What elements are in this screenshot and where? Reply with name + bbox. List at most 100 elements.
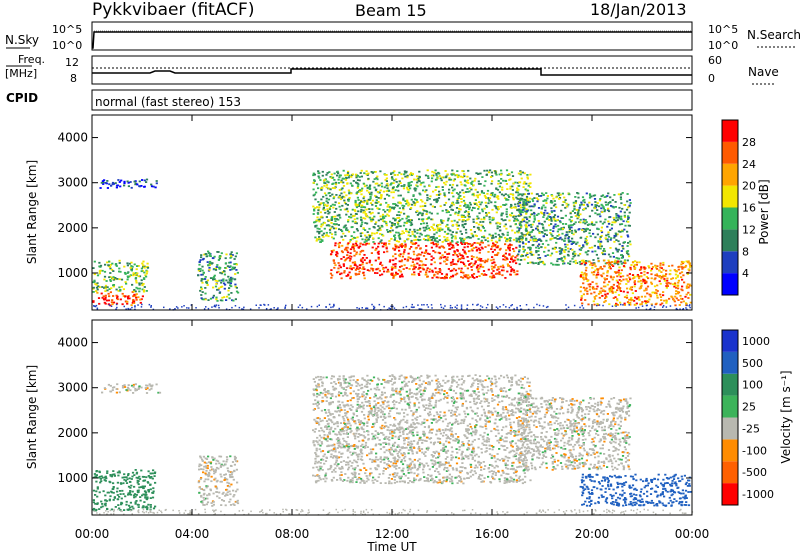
power-data-cell xyxy=(345,194,348,197)
power-data-cell xyxy=(446,236,449,239)
power-data-cell xyxy=(582,293,585,296)
power-data-cell xyxy=(463,179,467,182)
power-data-cell xyxy=(538,222,541,225)
power-data-cell xyxy=(594,265,597,268)
velocity-data-cell xyxy=(134,469,137,471)
noise-left-tick-top: 10^5 xyxy=(52,23,82,36)
power-data-cell xyxy=(524,210,527,213)
power-data-cell xyxy=(596,228,599,230)
power-data-cell xyxy=(525,204,528,206)
power-data-cell xyxy=(402,232,405,234)
colorbar-tick-label: 16 xyxy=(742,202,756,215)
power-data-cell xyxy=(496,227,499,230)
power-data-cell xyxy=(463,251,466,254)
power-data-cell xyxy=(341,187,344,190)
power-data-cell xyxy=(616,275,619,278)
power-data-cell xyxy=(445,176,448,179)
velocity-data-cell xyxy=(223,479,226,481)
power-data-cell xyxy=(656,274,659,277)
power-data-cell xyxy=(467,169,470,172)
power-data-cell xyxy=(434,198,437,201)
power-data-cell xyxy=(476,249,479,251)
power-data-cell xyxy=(596,269,600,271)
power-data-cell xyxy=(477,208,480,210)
power-data-cell xyxy=(406,188,409,191)
power-data-cell xyxy=(228,278,231,280)
power-data-cell xyxy=(406,259,409,262)
power-data-cell xyxy=(484,259,487,262)
power-data-cell xyxy=(111,268,114,271)
power-data-cell xyxy=(400,273,403,276)
power-data-cell xyxy=(520,238,523,241)
power-data-cell xyxy=(557,263,560,266)
power-data-cell xyxy=(510,256,513,259)
power-data-ground-cell xyxy=(527,308,530,311)
velocity-data-cell xyxy=(110,508,113,511)
power-data-cell xyxy=(619,275,622,278)
power-data-cell xyxy=(508,219,511,222)
power-data-cell xyxy=(589,194,592,197)
power-data-cell xyxy=(492,243,495,246)
power-data-cell xyxy=(680,276,683,279)
power-data-cell xyxy=(599,236,602,238)
power-data-cell xyxy=(687,297,690,299)
power-data-cell xyxy=(388,210,391,213)
velocity-data-cell xyxy=(158,391,162,394)
power-data-cell xyxy=(514,215,517,218)
velocity-data-cell xyxy=(94,494,97,496)
velocity-data-cell xyxy=(471,390,475,392)
power-data-cell xyxy=(501,274,504,277)
velocity-data-cell xyxy=(326,434,329,437)
power-data-cell xyxy=(498,271,501,273)
power-data-cell xyxy=(412,268,415,271)
power-data-ground-cell xyxy=(622,304,624,306)
velocity-data-cell xyxy=(96,495,99,498)
power-data-cell xyxy=(520,171,523,174)
power-data-cell xyxy=(466,179,470,182)
power-data-cell xyxy=(483,236,486,239)
velocity-data-cell xyxy=(129,501,132,504)
velocity-data-cell xyxy=(207,455,210,458)
power-data-cell xyxy=(349,248,352,251)
power-data-cell xyxy=(394,257,397,260)
nave-tick-60: 60 xyxy=(708,54,722,67)
power-data-cell xyxy=(140,279,143,282)
velocity-data-cell xyxy=(95,490,98,493)
power-data-cell xyxy=(225,253,228,256)
power-data-cell xyxy=(517,253,520,256)
power-data-cell xyxy=(659,293,662,296)
power-data-cell xyxy=(451,275,454,278)
power-data-cell xyxy=(650,283,653,285)
power-data-cell xyxy=(665,299,668,302)
power-data-cell xyxy=(470,232,473,235)
power-data-cell xyxy=(114,277,117,279)
colorbar-tick-label: 24 xyxy=(742,158,756,171)
velocity-data-cell xyxy=(119,509,122,511)
power-data-cell xyxy=(611,289,614,292)
power-data-cell xyxy=(411,261,414,263)
power-data-cell xyxy=(328,187,331,190)
velocity-data-cell xyxy=(134,495,137,498)
velocity-data-cell xyxy=(118,495,121,498)
velocity-data-cell xyxy=(205,458,209,460)
power-data-cell xyxy=(518,240,522,243)
power-data-cell xyxy=(494,205,497,208)
power-data-cell xyxy=(663,279,666,282)
power-data-cell xyxy=(481,241,484,244)
power-data-ground-cell xyxy=(218,307,220,309)
power-data-cell xyxy=(207,250,210,253)
power-data-cell xyxy=(200,297,203,300)
power-data-cell xyxy=(197,274,200,277)
power-data-cell xyxy=(381,233,384,236)
power-data-cell xyxy=(107,292,110,295)
power-data-cell xyxy=(326,180,329,183)
power-data-cell xyxy=(224,283,227,286)
power-data-cell xyxy=(445,275,448,277)
velocity-data-cell xyxy=(205,497,208,500)
power-data-cell xyxy=(462,216,465,218)
power-data-cell xyxy=(666,277,669,280)
power-data-cell xyxy=(583,201,586,204)
power-data-cell xyxy=(572,260,575,263)
power-data-cell xyxy=(443,230,447,233)
power-data-cell xyxy=(467,215,471,218)
